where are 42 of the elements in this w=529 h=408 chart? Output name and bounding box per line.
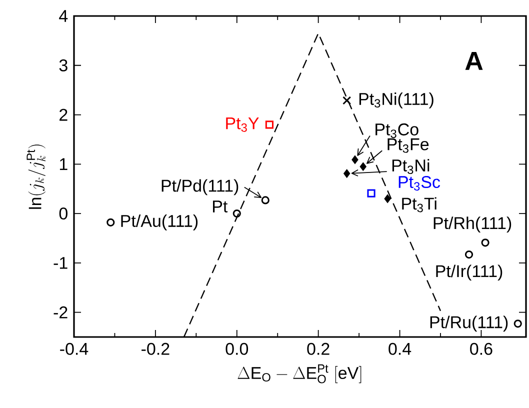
y-tick-label: 3 — [59, 59, 68, 72]
x-tick-label: 0.2 — [307, 342, 330, 355]
y-tick-label: 1 — [60, 158, 68, 170]
annotation: Pt$_{3}$Sc — [398, 176, 440, 191]
annotation: Pt/Au(111) — [121, 214, 198, 230]
point — [481, 238, 490, 247]
y-tick-label: -2 — [54, 306, 68, 318]
annotation: Pt$_{3}$Co — [376, 123, 418, 138]
x-tick-label: 0.6 — [470, 342, 492, 355]
y-tick-label: 4 — [59, 10, 68, 22]
x-tick-label: -0.4 — [60, 342, 88, 355]
point — [232, 209, 241, 218]
point — [367, 189, 376, 198]
annotation: A — [465, 52, 483, 70]
y-tick-label: 0 — [59, 208, 68, 220]
annotation: Pt/Ru(111) — [430, 316, 508, 332]
x-axis-title: $\Delta \mathrm{E}_{\mathrm{O}} - \Delta \mathrm{E}_{\mathrm{O}}^{\mathrm{Pt}}\ [\mathrm{eV}]$ — [238, 364, 362, 384]
annotation: Pt$_{3}$Y — [226, 117, 259, 132]
x-tick-label: -0.2 — [142, 342, 170, 355]
x-tick-label: 0.0 — [226, 342, 248, 355]
annotation: Pt/Rh(111) — [434, 216, 512, 232]
point — [384, 194, 391, 203]
point — [360, 162, 366, 171]
point — [261, 196, 270, 204]
annotation: Pt/Pd(111) — [162, 179, 238, 196]
point — [344, 169, 350, 178]
point — [514, 320, 522, 328]
point — [464, 250, 474, 259]
point — [342, 96, 352, 105]
point — [352, 156, 358, 164]
annotation: Pt$_{3}$Ni — [392, 159, 430, 174]
y-tick-label: -1 — [54, 257, 68, 269]
annotation: Pt$_{3}$Fe — [388, 138, 429, 153]
x-tick-label: 0.4 — [388, 342, 412, 355]
annotation: Pt$_{3}$Ti — [402, 197, 436, 212]
point — [265, 120, 274, 129]
point — [106, 218, 115, 226]
y-axis-title: $\mathrm{ln}(j_k/j_k^{\mathrm{Pt}})$ — [26, 144, 46, 209]
annotation: Pt/Ir(111) — [436, 264, 502, 281]
annotation: Pt — [213, 200, 228, 212]
y-tick-label: 2 — [60, 108, 68, 121]
annotation: Pt$_{3}$Ni(111) — [359, 92, 434, 108]
